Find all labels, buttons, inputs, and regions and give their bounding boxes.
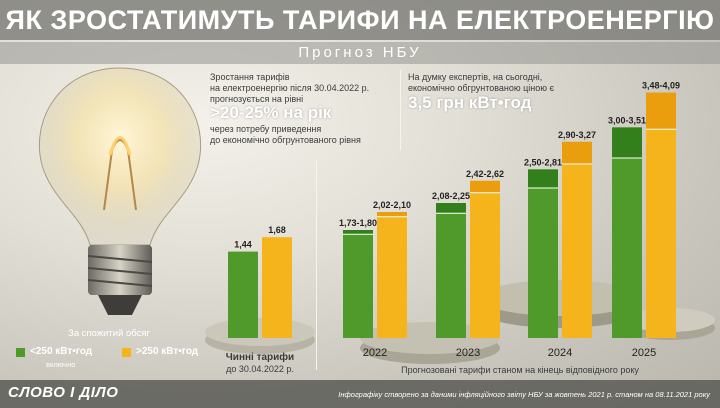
legend-swatch-green — [16, 348, 25, 357]
current-caption-line2: до 30.04.2022 р. — [226, 364, 294, 374]
forecast-caption: Прогнозовані тарифи станом на кінець від… — [401, 365, 639, 375]
page-subtitle: Прогноз НБУ — [298, 44, 422, 61]
legend-swatch-yellow — [122, 348, 131, 357]
bar-yellow-3 — [562, 141, 592, 338]
light-bulb-icon — [38, 67, 202, 315]
bar-green-2 — [436, 203, 466, 338]
footer-credit: Інфографіку створено за даними інфляційн… — [338, 390, 710, 399]
bar-range-yellow-4 — [646, 92, 676, 130]
x-tick-label-1: 2022 — [363, 347, 387, 359]
bar-value-label-yellow-2: 2,42-2,62 — [466, 169, 504, 179]
legend-sublabel-green: включно — [46, 360, 76, 369]
note-divider — [400, 70, 401, 150]
bar-range-green-3 — [528, 169, 558, 188]
bar-value-label-yellow-0: 1,68 — [268, 225, 286, 235]
left-note-highlight: >20-25% на рік — [210, 103, 332, 122]
right-note-line2: економічно обгрунтованою ціною є — [408, 83, 555, 93]
left-note-line3: прогнозується на рівні — [210, 94, 304, 104]
bar-yellow-0 — [262, 237, 292, 338]
bar-range-green-4 — [612, 127, 642, 158]
bar-range-yellow-3 — [562, 141, 592, 164]
bar-value-label-green-4: 3,00-3,51 — [608, 115, 646, 125]
legend-label-yellow: >250 кВт•год — [136, 346, 199, 357]
bar-value-label-green-2: 2,08-2,25 — [432, 191, 470, 201]
bar-range-green-2 — [436, 203, 466, 214]
bar-green-4 — [612, 127, 642, 339]
chart-divider — [316, 160, 317, 370]
bar-value-label-yellow-1: 2,02-2,10 — [373, 200, 411, 210]
bar-yellow-1 — [377, 212, 407, 338]
bar-value-label-green-0: 1,44 — [234, 240, 252, 250]
bar-value-label-green-3: 2,50-2,81 — [524, 157, 562, 167]
current-caption-line1: Чинні тарифи — [225, 352, 295, 363]
page-title: ЯК ЗРОСТАТИМУТЬ ТАРИФИ НА ЕЛЕКТРОЕНЕРГІЮ — [5, 5, 715, 35]
bar-value-label-yellow-4: 3,48-4,09 — [642, 81, 680, 91]
bar-green-3 — [528, 169, 558, 338]
bar-range-green-1 — [343, 230, 373, 235]
left-note-line5: до економічно обгрунтованого рівня — [210, 135, 361, 145]
footer-bar — [0, 380, 720, 408]
bar-value-label-green-1: 1,73-1,80 — [339, 218, 377, 228]
bar-value-label-yellow-3: 2,90-3,27 — [558, 130, 596, 140]
x-tick-label-2: 2023 — [456, 347, 480, 359]
x-tick-label-4: 2025 — [632, 347, 656, 359]
legend-label-green: <250 кВт•год — [30, 346, 93, 357]
brand-logo: СЛОВО І ДІЛО — [8, 384, 119, 401]
left-note-line1: Зростання тарифів — [210, 72, 290, 82]
x-tick-label-3: 2024 — [548, 347, 572, 359]
bar-range-yellow-2 — [470, 180, 500, 193]
bar-yellow-2 — [470, 180, 500, 338]
bar-green-1 — [343, 230, 373, 338]
subtitle-bar — [0, 42, 720, 64]
bar-yellow-4 — [646, 92, 676, 338]
right-note-line1: На думку експертів, на сьогодні, — [408, 72, 543, 82]
legend-title: За спожитий обсяг — [68, 328, 150, 339]
bar-green-0 — [228, 251, 258, 338]
right-note-highlight: 3,5 грн кВт•год — [408, 93, 532, 112]
left-note-line2: на електроенергію після 30.04.2022 р. — [210, 83, 370, 93]
bar-range-yellow-1 — [377, 212, 407, 217]
legend: За спожитий обсяг <250 кВт•год включно >… — [6, 328, 206, 378]
left-note-line4: через потребу приведення — [210, 124, 322, 134]
title-bar — [0, 0, 720, 40]
